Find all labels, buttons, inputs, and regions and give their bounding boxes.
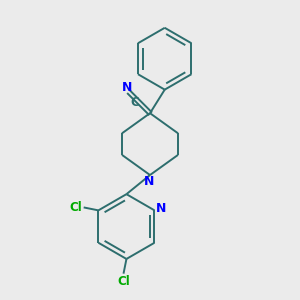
Text: N: N (156, 202, 166, 215)
Text: Cl: Cl (117, 275, 130, 288)
Text: Cl: Cl (69, 201, 82, 214)
Text: C: C (130, 96, 139, 109)
Text: N: N (122, 82, 132, 94)
Text: N: N (144, 175, 154, 188)
